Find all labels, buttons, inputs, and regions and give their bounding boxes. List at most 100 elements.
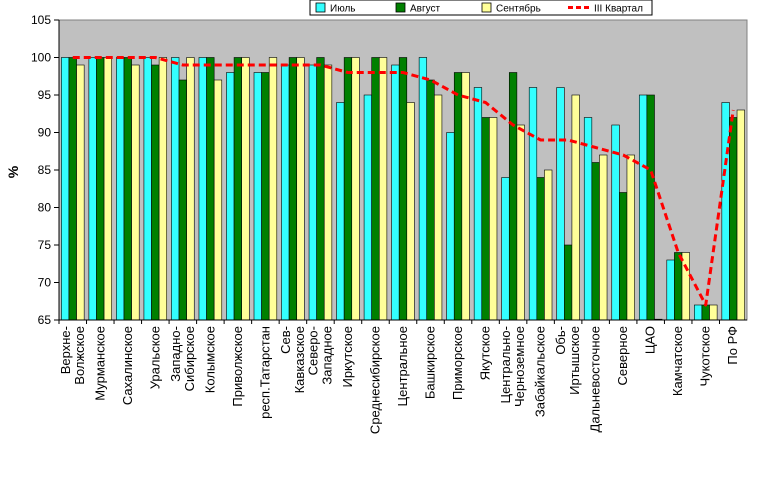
category-label-line: Среднесибирское: [367, 326, 382, 434]
category-label: Колымское: [202, 326, 217, 393]
y-tick-label: 75: [38, 238, 52, 252]
bar-Сентябрь-23: [681, 252, 690, 321]
bar-Июль-25: [721, 102, 730, 321]
bar-Сентябрь-3: [131, 64, 140, 321]
bar-Сентябрь-1: [76, 64, 85, 321]
bar-Август-16: [481, 117, 490, 321]
bar-Август-21: [619, 192, 628, 321]
bar-Июль-8: [253, 72, 262, 321]
category-label-line: Забайкальское: [533, 326, 548, 417]
bar-Июль-9: [281, 64, 290, 321]
category-label-line: Верхне-: [58, 326, 73, 374]
category-label: Среднесибирское: [367, 326, 382, 434]
bar-Июль-6: [198, 57, 207, 321]
bar-Сентябрь-5: [186, 57, 195, 321]
bar-Август-20: [591, 162, 600, 321]
category-label-line: Обь-: [553, 326, 568, 355]
category-label: Иркутское: [340, 326, 355, 388]
bar-Сентябрь-10: [323, 64, 333, 321]
category-label-line: Якутское: [478, 326, 493, 380]
bar-Сентябрь-25: [736, 109, 745, 321]
bar-Август-5: [178, 79, 187, 321]
bar-Сентябрь-13: [406, 102, 415, 321]
category-label: Мурманское: [92, 326, 107, 401]
y-tick-label: 105: [31, 13, 51, 27]
bar-Сентябрь-6: [213, 79, 223, 321]
bar-Август-10: [316, 57, 325, 321]
bar-Август-12: [371, 57, 380, 321]
bar-Сентябрь-16: [489, 117, 498, 321]
bar-Июль-7: [226, 72, 235, 321]
bar-Июль-24: [694, 304, 703, 321]
category-label-line: Сахалинское: [120, 326, 135, 405]
category-label-line: По РФ: [725, 326, 740, 365]
bar-Август-19: [564, 244, 573, 321]
bar-Август-8: [261, 72, 270, 321]
category-label-line: Приморское: [450, 326, 465, 400]
bar-Июль-15: [446, 132, 455, 321]
category-label-line: Чукотское: [698, 326, 713, 387]
bar-Август-15: [453, 72, 463, 321]
bar-Июль-10: [308, 64, 317, 321]
category-label: Приволжское: [230, 326, 245, 407]
category-label-line: Центральное: [395, 326, 410, 406]
category-label-line: Волжское: [72, 326, 87, 385]
category-label-line: Башкирское: [423, 326, 438, 399]
bar-Июль-22: [638, 94, 648, 321]
bar-Август-14: [426, 79, 435, 321]
category-label: Чукотское: [698, 326, 713, 387]
category-label: Якутское: [478, 326, 493, 380]
series-line-III Квартал: [72, 56, 735, 307]
bar-Сентябрь-24: [709, 304, 718, 321]
category-label: Западно-Сибирское: [168, 326, 197, 391]
category-label: Центральное: [395, 326, 410, 406]
category-label-line: Дальневосточное: [588, 326, 603, 432]
bar-Июль-4: [143, 57, 152, 321]
category-label-line: Северное: [615, 326, 630, 385]
category-label-line: ЦАО: [643, 326, 658, 354]
y-tick-label: 95: [38, 88, 52, 102]
bar-Июль-11: [336, 102, 345, 321]
bar-Сентябрь-21: [626, 154, 635, 321]
category-label-line: респ.Татарстан: [257, 326, 272, 419]
category-label: Дальневосточное: [588, 326, 603, 432]
category-label-line: Западное: [319, 326, 334, 385]
bar-Июль-20: [583, 117, 593, 321]
bar-Июль-2: [88, 57, 97, 321]
bar-Сентябрь-4: [158, 57, 168, 321]
category-label-line: Сибирское: [182, 326, 197, 391]
category-label-line: Камчатское: [670, 326, 685, 396]
bar-Сентябрь-17: [516, 124, 525, 321]
bar-Сентябрь-15: [461, 72, 470, 321]
category-label-line: Иртышское: [567, 326, 582, 395]
bar-Август-22: [646, 94, 655, 321]
category-label: Северо-Западное: [305, 326, 334, 385]
legend-label: Июль: [330, 4, 356, 15]
bar-Август-1: [68, 57, 77, 321]
category-label-line: Колымское: [202, 326, 217, 393]
bar-Август-4: [151, 64, 160, 321]
bar-Август-23: [674, 252, 683, 321]
y-tick-label: 85: [38, 163, 52, 177]
bar-Август-25: [729, 117, 738, 321]
category-label-line: Уральское: [147, 326, 162, 389]
category-label: Камчатское: [670, 326, 685, 396]
bar-Июль-18: [528, 87, 538, 321]
legend: Июль Август Сентябрь III Квартал: [309, 0, 653, 16]
bar-Сентябрь-18: [544, 169, 553, 321]
category-label: Сев-Кавказское: [278, 326, 307, 393]
bar-Август-9: [288, 57, 298, 321]
legend-label: Август: [410, 4, 441, 15]
legend-label: Сентябрь: [496, 3, 541, 15]
category-label: Северное: [615, 326, 630, 385]
bar-Июль-5: [171, 57, 180, 321]
bar-Сентябрь-14: [434, 94, 443, 321]
y-tick-label: 100: [31, 51, 51, 65]
category-label-line: Сев-: [278, 326, 293, 354]
bars-layer: [61, 57, 745, 321]
bar-Август-18: [536, 177, 545, 321]
category-label-line: Западно-: [168, 326, 183, 382]
bar-Сентябрь-20: [599, 154, 608, 321]
category-label: Верхне-Волжское: [58, 326, 87, 385]
